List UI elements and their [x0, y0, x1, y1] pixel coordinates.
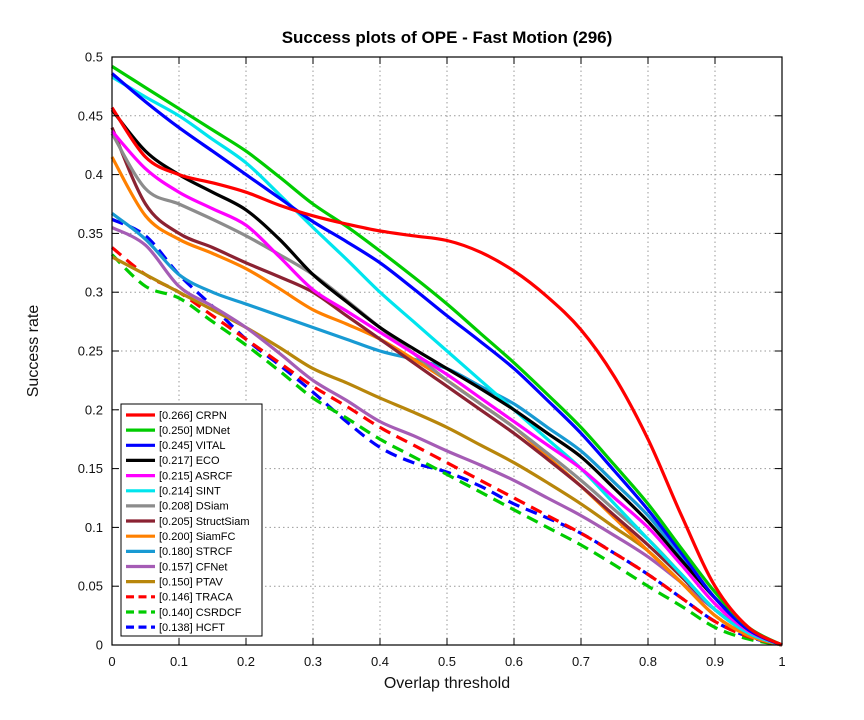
curve-ASRCF: [110, 130, 783, 647]
curve-MDNet: [111, 65, 783, 647]
legend-label-STRCF: [0.180] STRCF: [159, 546, 233, 558]
legend-label-PTAV: [0.150] PTAV: [159, 576, 223, 588]
axis-ticks: 0 0.1 0.2 0.3 0.4 0.5 0.6 0.7 0.8 0.9 1 0 0.05 0.1 0.1…: [78, 50, 786, 670]
legend-label-TRACA: [0.146] TRACA: [159, 592, 233, 604]
x-tick-label: 1: [778, 654, 785, 669]
y-tick-label: 0.2: [85, 402, 103, 417]
legend-label-VITAL: [0.245] VITAL: [159, 440, 225, 452]
legend-label-ECO: [0.217] ECO: [159, 455, 220, 467]
legend: [0.266] CRPN [0.250] MDNet [0.245] VITAL [0…: [120, 403, 263, 637]
y-tick-label: 0.25: [78, 344, 103, 359]
x-axis-label: Overlap threshold: [384, 675, 510, 692]
curve-ECO: [110, 108, 783, 647]
y-tick-label: 0.45: [78, 108, 103, 123]
legend-label-ASRCF: [0.215] ASRCF: [159, 470, 233, 482]
y-tick-label: 0.4: [85, 167, 103, 182]
x-tick-label: 0.2: [237, 654, 255, 669]
curve-VITAL: [110, 72, 783, 647]
curve-TRACA: [110, 246, 783, 647]
legend-label-SINT: [0.214] SINT: [159, 486, 221, 498]
legend-label-MDNet: [0.250] MDNet: [159, 425, 230, 437]
y-tick-label: 0.1: [85, 520, 103, 535]
curve-HCFT: [111, 217, 783, 647]
y-tick-label: 0: [96, 638, 103, 653]
legend-label-StructSiam: [0.205] StructSiam: [159, 516, 250, 528]
y-tick-label: 0.3: [85, 285, 103, 300]
x-tick-label: 0.6: [505, 654, 523, 669]
x-tick-label: 0.7: [572, 654, 590, 669]
y-tick-label: 0.35: [78, 226, 103, 241]
legend-label-CFNet: [0.157] CFNet: [159, 561, 227, 573]
tracker-curves: [110, 65, 783, 647]
y-tick-label: 0.05: [78, 579, 103, 594]
x-tick-label: 0.9: [706, 654, 724, 669]
curve-CSRDCF: [110, 253, 783, 647]
chart-title: Success plots of OPE - Fast Motion (296): [282, 28, 613, 47]
y-tick-label: 0.15: [78, 461, 103, 476]
legend-label-CSRDCF: [0.140] CSRDCF: [159, 607, 242, 619]
legend-label-HCFT: [0.138] HCFT: [159, 622, 225, 634]
x-tick-label: 0.1: [170, 654, 188, 669]
legend-label-DSiam: [0.208] DSiam: [159, 501, 229, 513]
x-tick-label: 0.5: [438, 654, 456, 669]
legend-label-SiamFC: [0.200] SiamFC: [159, 531, 235, 543]
y-axis-label: Success rate: [25, 305, 42, 398]
curve-StructSiam: [110, 126, 783, 647]
x-tick-label: 0.3: [304, 654, 322, 669]
y-tick-label: 0.5: [85, 50, 103, 65]
curve-CRPN: [110, 106, 783, 647]
x-tick-label: 0.4: [371, 654, 389, 669]
x-tick-label: 0.8: [639, 654, 657, 669]
legend-label-CRPN: [0.266] CRPN: [159, 410, 227, 422]
curve-SINT: [111, 75, 783, 647]
x-tick-label: 0: [108, 654, 115, 669]
